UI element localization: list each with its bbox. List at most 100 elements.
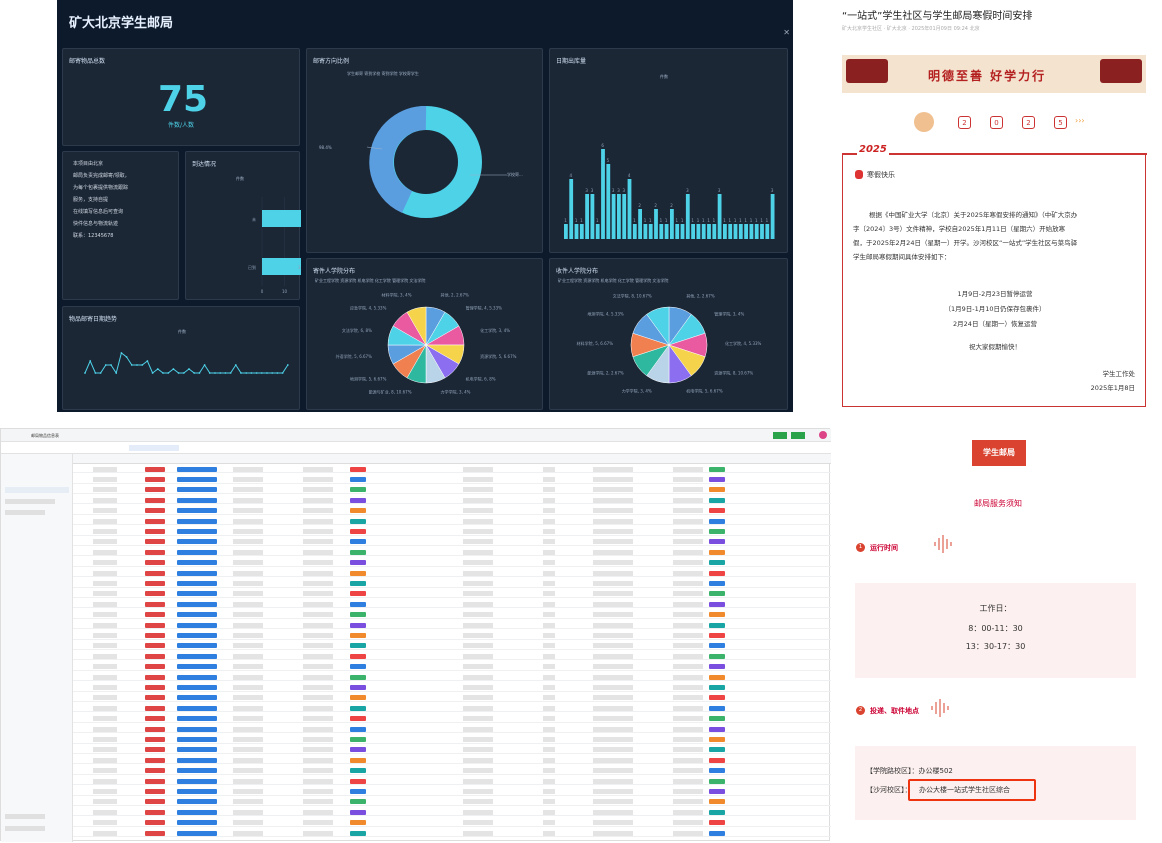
cell-text: [303, 778, 333, 784]
table-row[interactable]: [73, 486, 831, 495]
cell-text: [543, 476, 555, 482]
daily-bar: [601, 149, 605, 239]
daily-bar: [696, 224, 701, 239]
status-bar: [262, 258, 301, 275]
table-row[interactable]: [73, 559, 831, 567]
cell-text: [543, 809, 555, 815]
trend-point: [245, 372, 248, 374]
sidebar-item[interactable]: [5, 826, 45, 831]
daily-title: 日期出库量: [556, 58, 587, 65]
table-row[interactable]: [73, 704, 831, 713]
category-label: 未: [252, 216, 256, 222]
daily-bar: [707, 224, 711, 239]
table-row[interactable]: [73, 663, 831, 671]
bar-value: 1: [729, 218, 732, 223]
table-row[interactable]: [73, 631, 831, 640]
cell-text: [303, 768, 333, 774]
table-row[interactable]: [73, 538, 831, 547]
status-tag: [709, 487, 725, 493]
table-row[interactable]: [73, 527, 831, 536]
table-row[interactable]: [73, 683, 831, 692]
status-bar-chart: 010203040未47已到34: [248, 197, 301, 294]
step-2-icon: 2: [856, 706, 865, 715]
table-row[interactable]: [73, 777, 831, 786]
status-tag: [350, 695, 366, 701]
table-row[interactable]: [73, 746, 831, 755]
table-row[interactable]: [73, 496, 831, 505]
avatar[interactable]: [819, 431, 827, 439]
status-tag: [709, 695, 725, 701]
daily-bar: [659, 224, 664, 239]
status-tag: [350, 518, 366, 524]
table-row[interactable]: [73, 548, 831, 557]
notice-article: “一站式”学生社区与学生邮局寒假时间安排 矿大北京学生社区 · 矿大北京 · 2…: [842, 0, 1147, 410]
sidebar-item[interactable]: [5, 499, 55, 504]
status-tag: [709, 768, 725, 774]
table-row[interactable]: [73, 808, 831, 817]
cell-text: [593, 830, 633, 836]
table-row[interactable]: [73, 600, 831, 609]
status-tag: [709, 570, 725, 576]
status-tag: [177, 799, 217, 805]
table-row[interactable]: [73, 652, 831, 661]
cell-text: [593, 788, 633, 794]
data-grid[interactable]: [73, 454, 831, 842]
table-row[interactable]: [73, 673, 831, 682]
cell-text: [543, 705, 555, 711]
status-tag: [350, 736, 366, 742]
cell-text: [463, 549, 493, 555]
table-row[interactable]: [73, 819, 831, 827]
notice-date: 2025年1月8日: [1090, 384, 1135, 392]
close-icon[interactable]: ✕: [783, 28, 790, 37]
status-tag: [177, 601, 217, 607]
table-row[interactable]: [73, 590, 831, 599]
slice-label: 材料学院, 3, 4%: [382, 292, 412, 298]
view-toolbar: [1, 442, 831, 454]
sidebar-item-active[interactable]: [5, 487, 69, 493]
cell-text: [673, 830, 703, 836]
cell-text: [303, 809, 333, 815]
cell-text: [593, 778, 633, 784]
table-row[interactable]: [73, 767, 831, 775]
status-tag: [709, 560, 725, 566]
table-row[interactable]: [73, 735, 831, 744]
status-tag: [145, 518, 165, 524]
table-row[interactable]: [73, 465, 831, 474]
table-row[interactable]: [73, 517, 831, 526]
table-row[interactable]: [73, 787, 831, 796]
bar-value: 1: [750, 218, 753, 223]
dashboard-title: 矿大北京学生邮局: [69, 16, 174, 31]
table-row[interactable]: [73, 621, 831, 630]
trend-point: [198, 372, 201, 374]
cell-text: [543, 528, 555, 534]
table-row[interactable]: [73, 798, 831, 807]
cell-text: [93, 820, 117, 826]
table-row[interactable]: [73, 715, 831, 723]
table-row[interactable]: [73, 756, 831, 765]
trend-point: [94, 372, 97, 374]
table-row[interactable]: [73, 725, 831, 734]
table-row[interactable]: [73, 579, 831, 588]
sidebar-item[interactable]: [5, 510, 45, 515]
cell-text: [673, 653, 703, 659]
table-row[interactable]: [73, 642, 831, 651]
sidebar-item[interactable]: [5, 814, 45, 819]
status-tag: [709, 601, 725, 607]
table-row[interactable]: [73, 694, 831, 703]
view-tab[interactable]: [129, 445, 179, 451]
bar-value: 1: [596, 218, 599, 223]
highlight-box: [908, 779, 1036, 801]
status-tag: [350, 778, 366, 784]
table-row[interactable]: [73, 507, 831, 515]
slice-label: 力学学院, 3, 4%: [622, 388, 652, 394]
slice-label: 力学学院, 3, 4%: [440, 388, 470, 394]
cell-text: [543, 830, 555, 836]
table-row[interactable]: [73, 611, 831, 619]
publish-button[interactable]: [791, 432, 805, 439]
table-row[interactable]: [73, 475, 831, 484]
table-row[interactable]: [73, 569, 831, 578]
share-button[interactable]: [773, 432, 787, 439]
bar-value: 1: [707, 218, 710, 223]
cell-text: [463, 570, 493, 576]
table-row[interactable]: [73, 829, 831, 838]
